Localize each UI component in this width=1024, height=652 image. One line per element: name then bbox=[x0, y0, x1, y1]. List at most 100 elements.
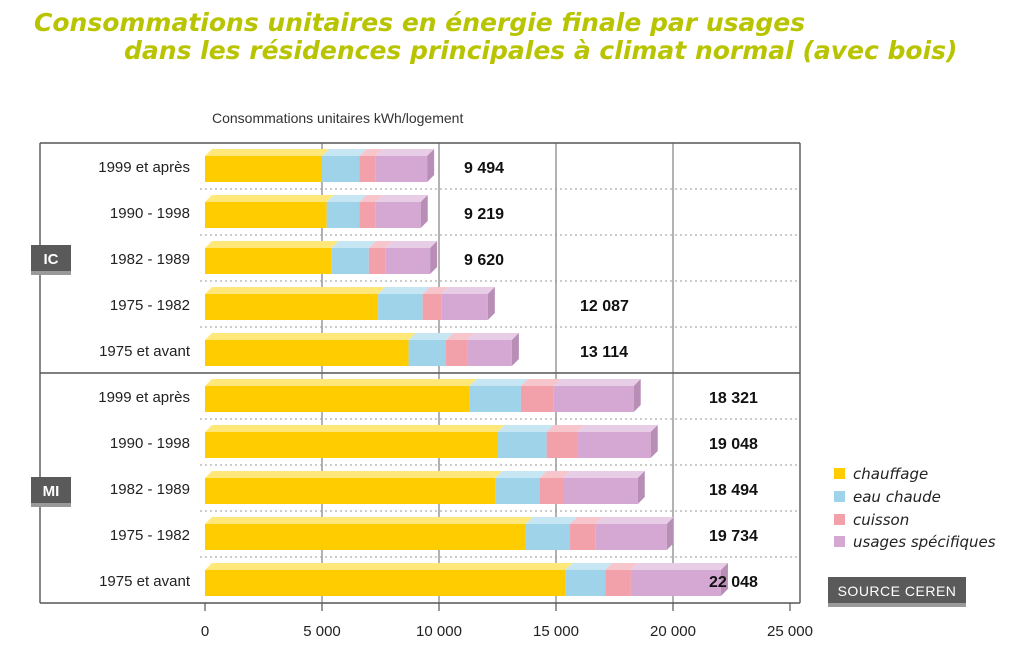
bar-end-face bbox=[430, 241, 438, 274]
bar-segment-eau-chaude bbox=[525, 524, 571, 550]
bar-segment-usages-spécifiques bbox=[553, 386, 634, 412]
bar-segment-cuisson bbox=[605, 570, 631, 596]
bar-segment-chauffage bbox=[205, 386, 470, 412]
bar-top-usages-spécifiques bbox=[553, 379, 641, 386]
bar-segment-cuisson bbox=[539, 478, 564, 504]
legend-label: usages spécifiques bbox=[853, 533, 996, 551]
bar-end-face bbox=[650, 425, 658, 458]
bar-top-eau-chaude bbox=[331, 241, 376, 248]
bar-end-face bbox=[637, 471, 645, 504]
source-label: SOURCE CEREN bbox=[838, 583, 957, 599]
tick-label: 20 000 bbox=[650, 623, 696, 640]
x-axis-ticks: 0 5 000 10 000 15 000 20 000 25 000 bbox=[201, 603, 813, 640]
total-label: 9 494 bbox=[464, 160, 504, 177]
total-label: 9 219 bbox=[464, 206, 504, 223]
bar-top-usages-spécifiques bbox=[441, 287, 495, 294]
total-label: 12 087 bbox=[580, 298, 629, 315]
legend: chauffage eau chaude cuisson usages spécifi… bbox=[834, 465, 996, 551]
bar-segment-eau-chaude bbox=[497, 432, 547, 458]
bar-segment-eau-chaude bbox=[495, 478, 540, 504]
bar-top-eau-chaude bbox=[408, 333, 454, 340]
badge-IC bbox=[31, 245, 71, 271]
category-label: 1990 - 1998 bbox=[110, 205, 190, 222]
tick-label: 5 000 bbox=[303, 623, 341, 640]
bar-IC-3 bbox=[205, 241, 438, 274]
bar-segment-usages-spécifiques bbox=[630, 570, 721, 596]
bar-segment-cuisson bbox=[520, 386, 554, 412]
category-labels: 1999 et après 1990 - 1998 1982 - 1989 1975 … bbox=[98, 159, 191, 590]
category-label: 1999 et après bbox=[98, 159, 190, 176]
bar-end-face bbox=[487, 287, 495, 320]
legend-label: chauffage bbox=[853, 465, 928, 483]
bar-top-cuisson bbox=[539, 471, 571, 478]
bar-top-usages-spécifiques bbox=[467, 333, 519, 340]
bar-top-cuisson bbox=[368, 241, 393, 248]
total-label: 22 048 bbox=[709, 574, 758, 591]
bar-segment-chauffage bbox=[205, 478, 496, 504]
bar-segment-usages-spécifiques bbox=[467, 340, 512, 366]
bar-top-usages-spécifiques bbox=[375, 149, 435, 156]
source-badge: SOURCE CEREN bbox=[828, 577, 966, 607]
bar-MI-4 bbox=[205, 517, 674, 550]
bar-top-cuisson bbox=[520, 379, 561, 386]
bars bbox=[205, 149, 728, 596]
bar-segment-eau-chaude bbox=[378, 294, 423, 320]
badge-shadow bbox=[31, 503, 71, 507]
bar-IC-2 bbox=[205, 195, 428, 228]
bar-top-chauffage bbox=[205, 333, 416, 340]
bar-top-eau-chaude bbox=[326, 195, 367, 202]
badge-label: IC bbox=[44, 251, 59, 268]
total-label: 18 321 bbox=[709, 390, 758, 407]
total-value-labels: 9 494 9 219 9 620 12 087 13 114 18 321 19 048 1… bbox=[464, 160, 758, 591]
legend-swatch-chauffage bbox=[834, 468, 845, 479]
bar-segment-chauffage bbox=[205, 432, 498, 458]
total-label: 18 494 bbox=[709, 482, 758, 499]
bar-segment-eau-chaude bbox=[331, 248, 369, 274]
bar-top-usages-spécifiques bbox=[563, 471, 645, 478]
bar-segment-usages-spécifiques bbox=[563, 478, 638, 504]
category-label: 1975 - 1982 bbox=[110, 527, 190, 544]
legend-swatch-cuisson bbox=[834, 514, 845, 525]
bar-segment-usages-spécifiques bbox=[441, 294, 488, 320]
chart-title-line-2: dans les résidences principales à climat… bbox=[124, 36, 958, 65]
bar-top-eau-chaude bbox=[565, 563, 613, 570]
total-label: 13 114 bbox=[580, 344, 628, 361]
bar-segment-usages-spécifiques bbox=[375, 156, 428, 182]
bar-segment-cuisson bbox=[546, 432, 578, 458]
bar-end-face bbox=[633, 379, 641, 412]
bar-IC-5 bbox=[205, 333, 519, 366]
bar-top-usages-spécifiques bbox=[375, 195, 428, 202]
badge-shadow bbox=[31, 271, 71, 275]
bar-segment-chauffage bbox=[205, 340, 409, 366]
bar-top-chauffage bbox=[205, 195, 334, 202]
group-badges: IC MI bbox=[31, 245, 71, 507]
category-label: 1975 et avant bbox=[99, 573, 191, 590]
bar-top-usages-spécifiques bbox=[595, 517, 674, 524]
bar-segment-usages-spécifiques bbox=[375, 202, 421, 228]
bar-segment-cuisson bbox=[446, 340, 468, 366]
bar-MI-5 bbox=[205, 563, 728, 596]
bar-segment-usages-spécifiques bbox=[577, 432, 651, 458]
bar-top-chauffage bbox=[205, 149, 329, 156]
category-label: 1990 - 1998 bbox=[110, 435, 190, 452]
bar-IC-4 bbox=[205, 287, 495, 320]
bar-top-eau-chaude bbox=[378, 287, 430, 294]
bar-end-face bbox=[511, 333, 519, 366]
tick-label: 15 000 bbox=[533, 623, 579, 640]
bar-top-eau-chaude bbox=[495, 471, 547, 478]
badge-label: MI bbox=[43, 483, 60, 500]
bar-top-usages-spécifiques bbox=[577, 425, 658, 432]
bar-top-chauffage bbox=[205, 471, 503, 478]
bar-top-chauffage bbox=[205, 379, 477, 386]
bar-segment-eau-chaude bbox=[565, 570, 606, 596]
bar-top-eau-chaude bbox=[525, 517, 578, 524]
bar-top-cuisson bbox=[359, 149, 383, 156]
bar-segment-chauffage bbox=[205, 294, 379, 320]
tick-label: 0 bbox=[201, 623, 209, 640]
bar-end-face bbox=[720, 563, 728, 596]
tick-label: 25 000 bbox=[767, 623, 813, 640]
bar-segment-cuisson bbox=[359, 202, 376, 228]
bar-segment-eau-chaude bbox=[322, 156, 360, 182]
total-label: 19 734 bbox=[709, 528, 758, 545]
bar-top-eau-chaude bbox=[497, 425, 554, 432]
